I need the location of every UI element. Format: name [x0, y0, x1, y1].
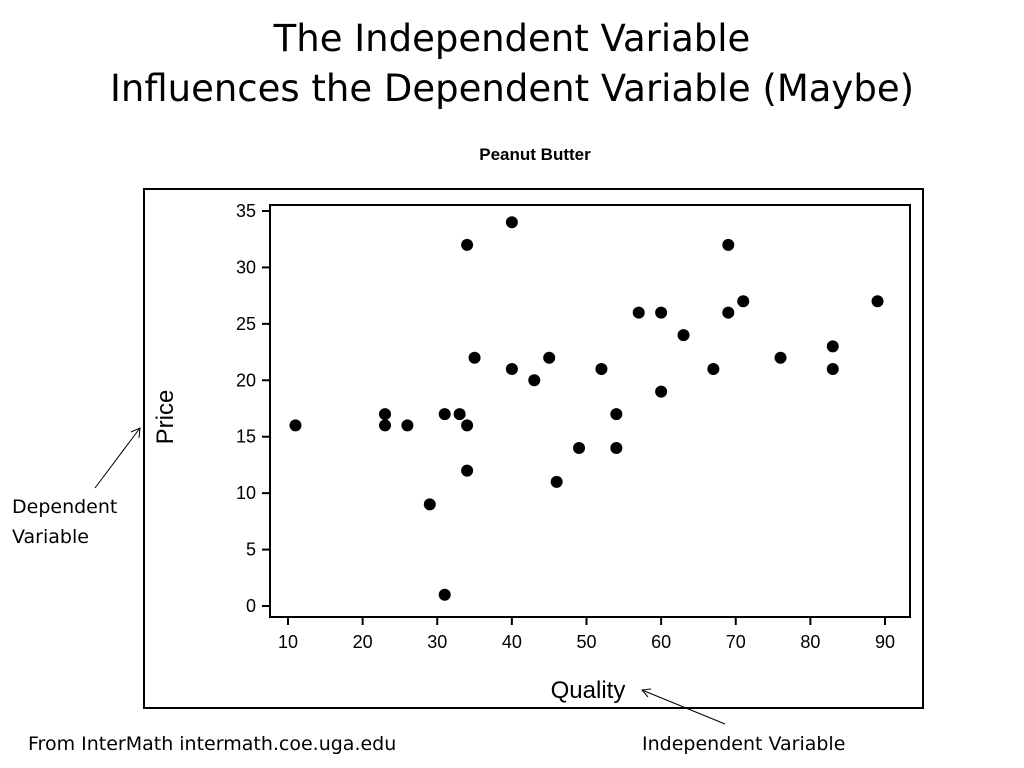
data-point [774, 351, 787, 364]
y-tick-label: 25 [236, 314, 256, 334]
slide-title: The Independent Variable Influences the … [0, 14, 1024, 114]
data-point [505, 216, 518, 229]
y-tick-label: 30 [236, 257, 256, 277]
x-tick-label: 20 [353, 632, 373, 652]
y-tick-label: 10 [236, 483, 256, 503]
data-point [289, 419, 302, 432]
x-tick-label: 40 [502, 632, 522, 652]
independent-arrow-line [641, 689, 726, 725]
x-tick-label: 70 [726, 632, 746, 652]
chart-frame [143, 188, 924, 709]
data-point [826, 340, 839, 353]
y-tick-label: 20 [236, 370, 256, 390]
slide-title-line-2: Influences the Dependent Variable (Maybe… [109, 67, 915, 110]
y-tick-label: 15 [236, 427, 256, 447]
data-point [871, 295, 884, 308]
data-point [655, 385, 668, 398]
scatter-plot: 0 5 10 15 20 25 30 35 10 20 30 40 50 60 70 80 90 Quality… [152, 201, 911, 704]
y-tick-label: 35 [236, 201, 256, 221]
data-point [468, 351, 481, 364]
data-point [550, 475, 563, 488]
y-axis-label: Price [152, 390, 179, 445]
x-tick-label: 30 [427, 632, 447, 652]
data-point [438, 408, 451, 421]
x-tick-label: 10 [278, 632, 298, 652]
data-point [423, 498, 436, 511]
data-point [826, 363, 839, 375]
data-point [677, 329, 690, 342]
data-point [595, 363, 608, 375]
plot-area-border [269, 204, 911, 618]
slide-title-line-1: The Independent Variable [273, 17, 751, 60]
data-point [461, 419, 474, 432]
data-point [401, 419, 414, 432]
source-credit: From InterMath intermath.coe.uga.edu [28, 733, 397, 755]
dependent-arrowhead [130, 427, 141, 439]
dependent-arrow-line [94, 427, 141, 489]
x-tick-label: 60 [651, 632, 671, 652]
data-point [632, 306, 645, 319]
data-point [543, 351, 556, 364]
data-point [573, 442, 586, 454]
independent-variable-note: Independent Variable [642, 733, 846, 755]
data-point [461, 238, 474, 251]
data-point [461, 464, 474, 477]
data-point [722, 306, 735, 319]
data-point [438, 588, 451, 601]
data-point [528, 374, 541, 387]
data-point [379, 408, 392, 421]
x-tick-label: 80 [800, 632, 820, 652]
dependent-variable-note: Dependent Variable [12, 492, 117, 552]
y-tick-label: 5 [246, 540, 256, 560]
y-tick-label: 0 [246, 596, 256, 616]
x-tick-label: 90 [875, 632, 895, 652]
data-point [453, 408, 466, 421]
dependent-note-line-1: Dependent [12, 496, 118, 518]
dependent-note-line-2: Variable [12, 526, 89, 548]
chart-title: Peanut Butter [479, 145, 591, 164]
data-point [737, 295, 750, 308]
x-axis-label: Quality [551, 677, 626, 704]
data-point [610, 408, 623, 421]
data-point [505, 363, 518, 375]
data-point [655, 306, 668, 319]
data-point [610, 442, 623, 454]
x-tick-label: 50 [576, 632, 596, 652]
data-point [707, 363, 720, 375]
data-point [379, 419, 392, 432]
independent-arrowhead [641, 688, 652, 698]
data-point [722, 238, 735, 251]
